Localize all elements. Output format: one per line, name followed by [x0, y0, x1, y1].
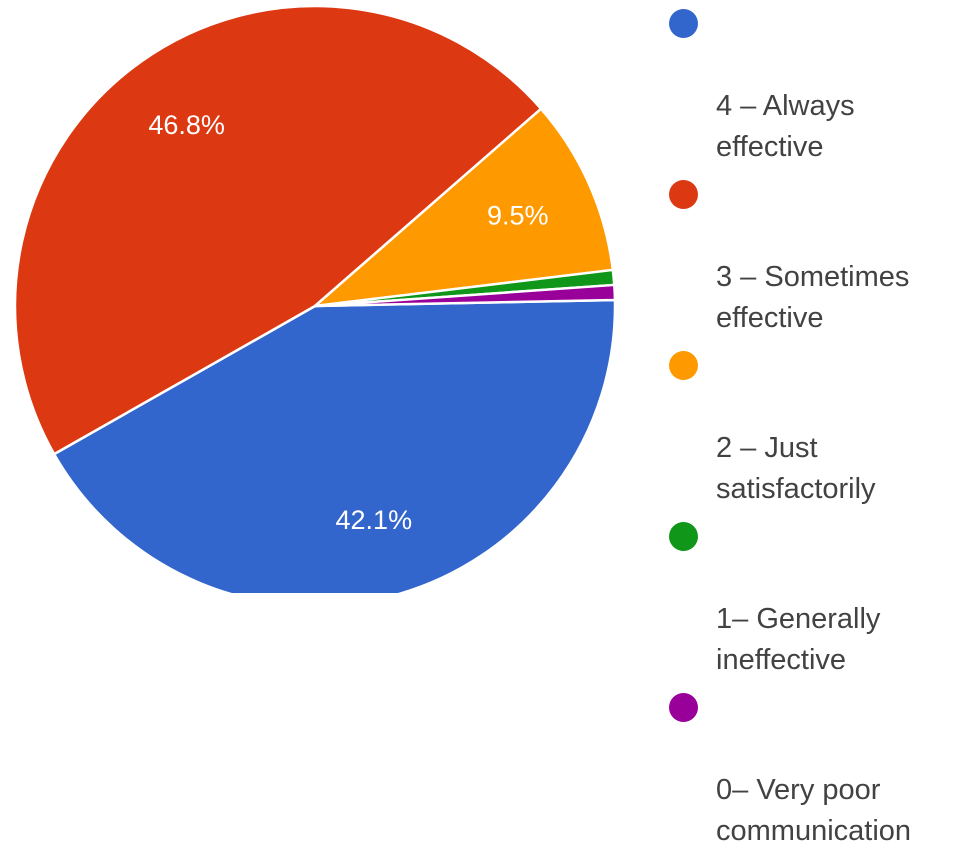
- legend-item-just-satisfactorily: 2 – Just satisfactorily: [668, 346, 953, 510]
- chart-legend: 4 – Always effective 3 – Sometimes effec…: [668, 4, 953, 859]
- pie-chart: 42.1% 46.8% 9.5% 4 – Always effective 3 – …: [13, 4, 911, 847]
- slice-value-label-sometimes-effective: 46.8%: [148, 110, 225, 140]
- pie-slice-just-satisfactorily: [311, 106, 615, 308]
- pie-plot: 42.1% 46.8% 9.5%: [13, 4, 617, 593]
- legend-item-generally-ineffective: 1– Generally ineffective: [668, 517, 953, 681]
- legend-swatch-always-effective: [669, 9, 698, 38]
- legend-label-always-effective: 4 – Always effective: [716, 90, 855, 163]
- legend-item-always-effective: 4 – Always effective: [668, 4, 953, 168]
- pie-slice-always-effective: [52, 298, 617, 593]
- legend-label-very-poor-communication: 0– Very poor communication: [716, 774, 912, 847]
- pie-slice-sometimes-effective: [13, 4, 543, 456]
- slice-value-label-always-effective: 42.1%: [336, 505, 413, 535]
- legend-label-generally-ineffective: 1– Generally ineffective: [716, 603, 881, 676]
- slice-value-label-just-satisfactorily: 9.5%: [487, 201, 549, 231]
- pie-slice-very-poor-communication: [314, 283, 617, 308]
- legend-label-just-satisfactorily: 2 – Just satisfactorily: [716, 432, 876, 505]
- legend-label-sometimes-effective: 3 – Sometimes effective: [716, 261, 910, 334]
- legend-swatch-generally-ineffective: [669, 522, 698, 551]
- legend-item-sometimes-effective: 3 – Sometimes effective: [668, 175, 953, 339]
- legend-swatch-just-satisfactorily: [669, 351, 698, 380]
- legend-item-very-poor-communication: 0– Very poor communication: [668, 688, 953, 852]
- legend-swatch-very-poor-communication: [669, 693, 698, 722]
- legend-swatch-sometimes-effective: [669, 180, 698, 209]
